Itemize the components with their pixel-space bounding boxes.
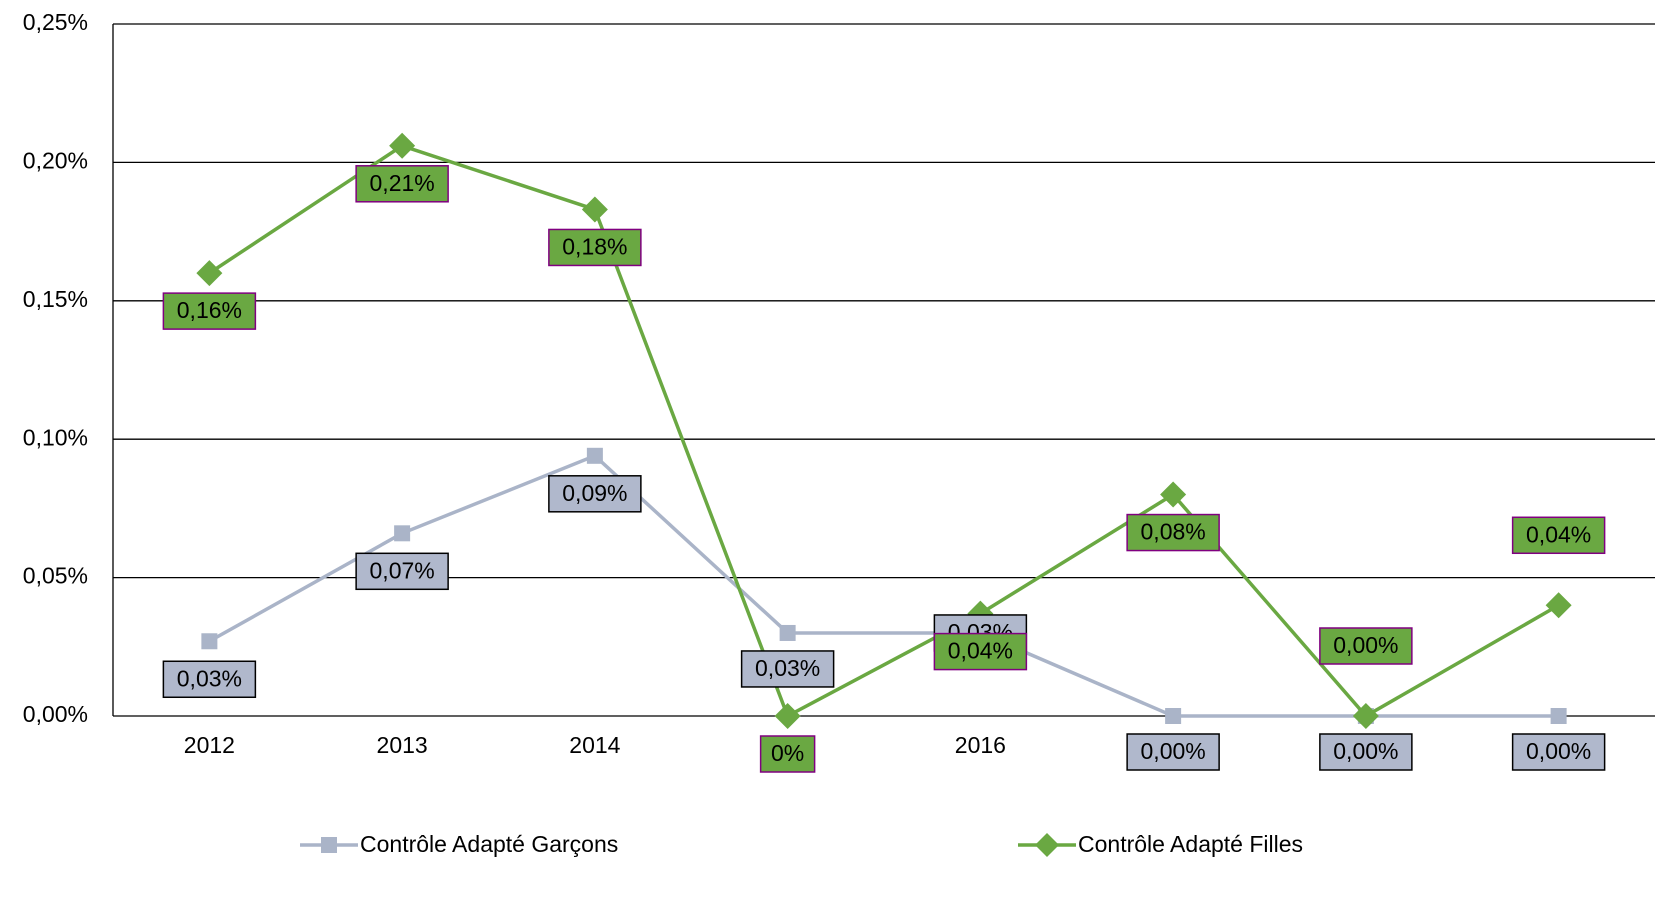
series-line <box>208 143 1560 719</box>
data-label-box <box>933 632 1028 671</box>
data-label: 0,04% <box>948 638 1013 664</box>
data-label: 0,03% <box>177 665 242 691</box>
data-label-box <box>355 552 449 591</box>
marker <box>1352 703 1379 729</box>
marker <box>394 525 411 542</box>
x-tick-label: 2014 <box>569 732 620 758</box>
data-label: 0,18% <box>562 234 627 260</box>
x-tick-label: 2012 <box>184 732 235 758</box>
data-label: 0,08% <box>1141 519 1206 545</box>
data-label: 0,00% <box>1333 632 1398 658</box>
marker <box>1160 481 1187 508</box>
data-label-box <box>1511 516 1606 555</box>
data-label: 0,00% <box>1141 738 1206 764</box>
marker <box>1545 592 1572 619</box>
data-label: 0% <box>771 740 804 766</box>
data-label-box <box>759 735 816 773</box>
data-label: 0,21% <box>370 170 435 196</box>
data-label: 0,07% <box>370 557 435 583</box>
x-tick-label: 2016 <box>955 732 1006 758</box>
marker <box>1165 708 1182 724</box>
y-tick-label: 0,10% <box>23 424 88 450</box>
data-label-box <box>355 165 449 203</box>
series-line <box>208 453 1559 718</box>
marker <box>581 196 608 223</box>
data-label-box <box>548 228 642 267</box>
data-label-box <box>1319 733 1413 771</box>
marker <box>389 132 416 159</box>
y-tick-label: 0,05% <box>23 563 88 589</box>
data-label: 0,00% <box>1333 738 1398 764</box>
data-label-box <box>162 660 257 699</box>
marker <box>779 624 796 641</box>
data-label-box <box>740 650 835 688</box>
y-tick-label: 0,00% <box>23 701 88 727</box>
y-tick-label: 0,20% <box>23 147 88 173</box>
y-tick-label: 0,15% <box>23 286 88 312</box>
data-label: 0,09% <box>562 480 627 506</box>
legend-marker <box>321 837 337 853</box>
data-label-box <box>162 292 257 330</box>
data-label-box <box>548 475 642 513</box>
marker <box>774 703 801 729</box>
marker <box>201 633 218 650</box>
data-label: 0,03% <box>755 655 820 681</box>
data-label-box <box>1126 733 1220 771</box>
legend-label: Contrôle Adapté Garçons <box>360 831 618 857</box>
data-label: 0,00% <box>1526 738 1591 764</box>
legend-label: Contrôle Adapté Filles <box>1078 831 1303 857</box>
marker <box>1550 708 1567 724</box>
legend-marker <box>1035 833 1059 857</box>
data-label-box <box>1319 627 1413 665</box>
data-label: 0,04% <box>1526 521 1591 547</box>
y-tick-label: 0,25% <box>23 9 88 35</box>
data-label-box <box>1511 733 1606 771</box>
marker <box>196 260 223 287</box>
marker <box>586 447 603 464</box>
data-label-box <box>1126 513 1220 552</box>
data-label: 0,16% <box>177 297 242 323</box>
x-tick-label: 2013 <box>377 732 428 758</box>
